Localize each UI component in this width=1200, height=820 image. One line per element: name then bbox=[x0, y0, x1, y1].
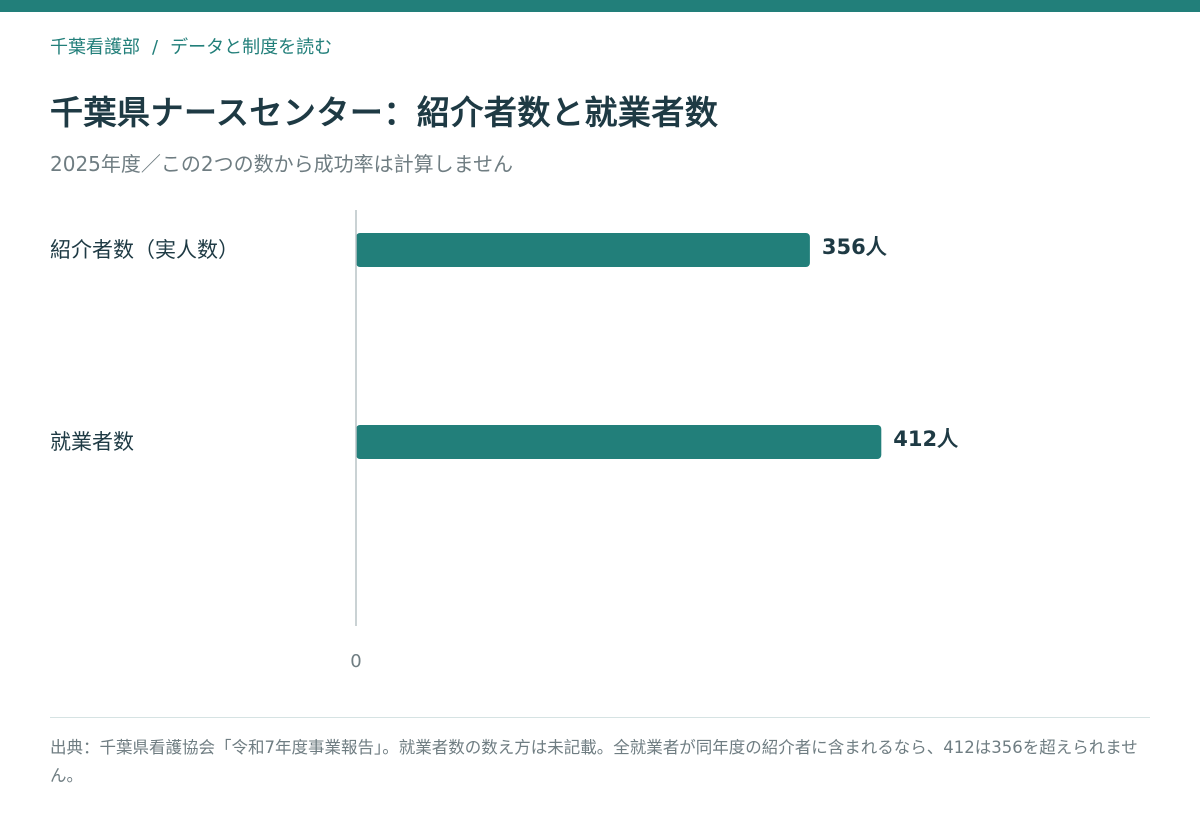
breadcrumb: 千葉看護部 / データと制度を読む bbox=[50, 33, 332, 59]
top-accent-bar bbox=[0, 0, 1200, 12]
x-tick-label: 0 bbox=[350, 651, 361, 672]
value-label: 412人 bbox=[893, 427, 958, 451]
bar bbox=[356, 233, 810, 267]
breadcrumb-separator: / bbox=[152, 37, 159, 58]
breadcrumb-parent-link[interactable]: 千葉看護部 bbox=[50, 37, 140, 58]
category-label: 紹介者数（実人数） bbox=[50, 238, 239, 262]
page-subtitle: 2025年度／この2つの数から成功率は計算しません bbox=[50, 152, 514, 176]
value-label: 356人 bbox=[822, 235, 887, 259]
footer-divider bbox=[50, 717, 1150, 718]
bar bbox=[356, 425, 882, 459]
page-title: 千葉県ナースセンター：紹介者数と就業者数 bbox=[50, 93, 719, 132]
source-note: 出典：千葉県看護協会「令和7年度事業報告」。就業者数の数え方は未記載。全就業者が… bbox=[50, 738, 1138, 785]
category-label: 就業者数 bbox=[50, 430, 134, 454]
breadcrumb-current: データと制度を読む bbox=[170, 37, 333, 58]
